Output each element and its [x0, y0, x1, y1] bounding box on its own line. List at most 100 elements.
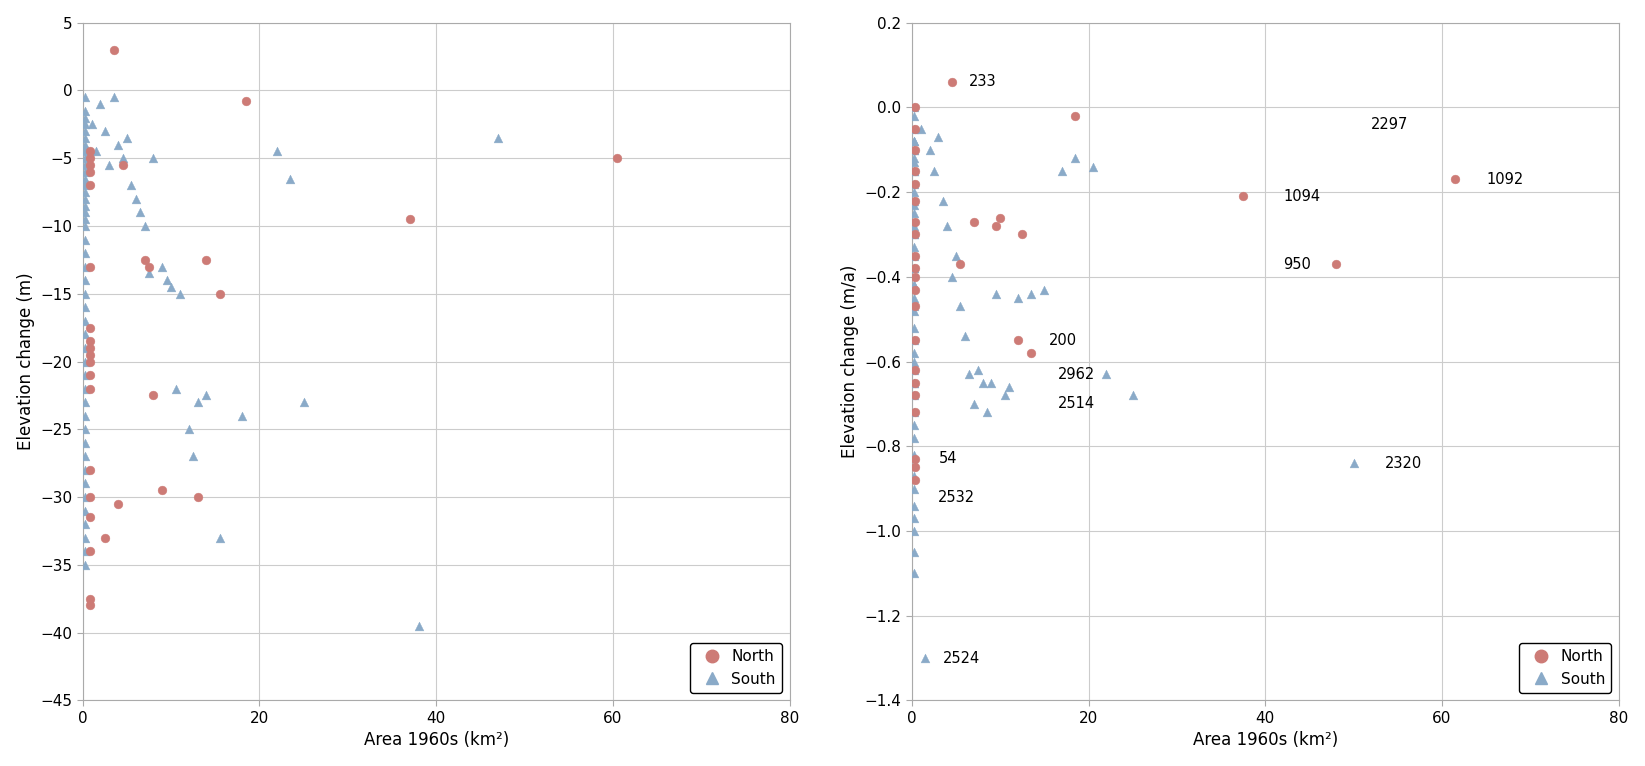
Point [900, 406, 926, 418]
Point [77, 322, 104, 334]
Point [901, 270, 928, 283]
Point [900, 483, 926, 495]
Point [900, 101, 926, 113]
Point [71, 159, 97, 171]
Point [901, 334, 928, 346]
Point [900, 512, 926, 525]
Point [901, 406, 928, 418]
Point [995, 381, 1022, 393]
Point [900, 322, 926, 334]
Point [77, 369, 104, 381]
Point [916, 143, 943, 155]
Point [105, 498, 132, 510]
Point [900, 279, 926, 291]
Point [924, 131, 951, 143]
Point [938, 76, 964, 88]
Point [900, 228, 926, 241]
Point [900, 499, 926, 512]
Point [71, 558, 97, 571]
Point [71, 491, 97, 503]
Text: 2962: 2962 [1058, 367, 1096, 381]
Point [901, 101, 928, 113]
Point [966, 364, 992, 376]
Point [77, 179, 104, 192]
Point [77, 349, 104, 361]
Point [900, 431, 926, 444]
Point [150, 484, 176, 496]
Point [900, 305, 926, 317]
Point [1050, 165, 1076, 177]
Point [184, 396, 211, 408]
Point [132, 254, 158, 266]
Point [71, 274, 97, 286]
Point [87, 98, 114, 110]
Text: 1092: 1092 [1485, 172, 1523, 187]
Point [900, 292, 926, 304]
Point [71, 477, 97, 489]
Point [900, 220, 926, 232]
Point [71, 247, 97, 259]
Point [969, 377, 995, 389]
Point [961, 215, 987, 228]
Point [118, 179, 145, 192]
Point [77, 146, 104, 158]
Point [900, 195, 926, 207]
Point [901, 377, 928, 389]
X-axis label: Area 1960s (km²): Area 1960s (km²) [364, 732, 508, 749]
Point [908, 123, 934, 135]
Point [71, 260, 97, 273]
Point [194, 254, 220, 266]
Point [900, 198, 926, 211]
Point [234, 95, 260, 107]
Point [396, 213, 423, 225]
Point [71, 91, 97, 103]
Point [1005, 292, 1031, 304]
Point [71, 450, 97, 463]
Point [604, 152, 630, 165]
Point [77, 599, 104, 611]
Point [71, 186, 97, 198]
Point [71, 355, 97, 368]
Point [900, 377, 926, 389]
Point [1018, 287, 1045, 300]
Point [1079, 161, 1105, 173]
Point [92, 532, 118, 544]
Point [71, 315, 97, 327]
Point [1063, 110, 1089, 122]
Point [71, 234, 97, 246]
Point [207, 287, 234, 300]
Point [982, 287, 1008, 300]
Point [901, 228, 928, 241]
Point [71, 287, 97, 300]
Point [71, 165, 97, 178]
Point [982, 220, 1008, 232]
Point [900, 525, 926, 537]
Y-axis label: Elevation change (m): Elevation change (m) [16, 273, 35, 450]
Point [71, 329, 97, 341]
Point [901, 178, 928, 190]
Point [900, 135, 926, 147]
Point [150, 260, 176, 273]
Point [100, 91, 127, 103]
Point [948, 258, 974, 270]
Point [900, 334, 926, 346]
Point [900, 165, 926, 177]
Point [1008, 228, 1035, 241]
Point [901, 461, 928, 473]
Point [184, 491, 211, 503]
Point [194, 389, 220, 401]
Point [71, 342, 97, 354]
Point [71, 125, 97, 137]
Point [900, 156, 926, 169]
Text: 2524: 2524 [943, 650, 980, 666]
Point [77, 464, 104, 476]
Point [71, 118, 97, 130]
Point [987, 211, 1013, 224]
Point [901, 453, 928, 465]
Point [961, 398, 987, 410]
Point [71, 172, 97, 185]
Point [900, 470, 926, 482]
Point [132, 220, 158, 232]
Point [71, 152, 97, 165]
Point [71, 518, 97, 530]
